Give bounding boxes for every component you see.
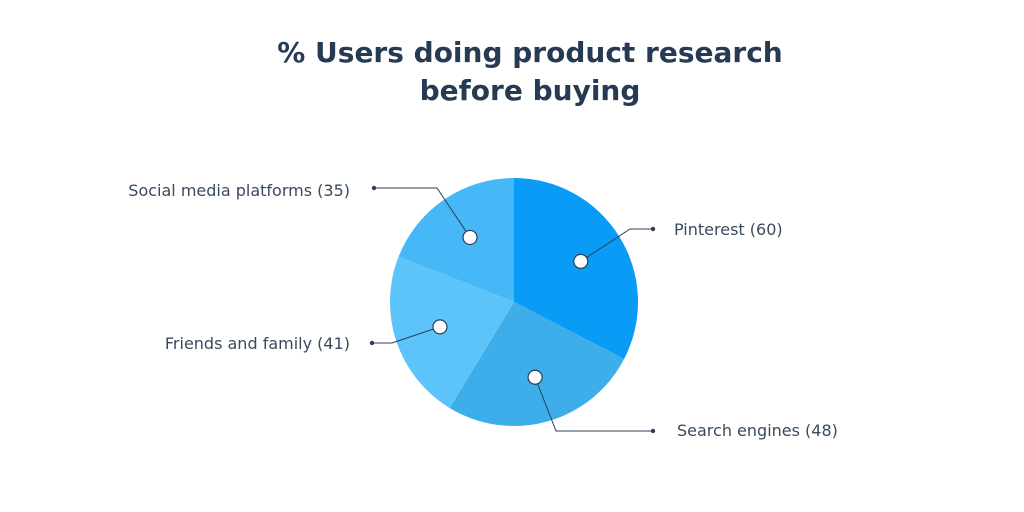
leader-dot-pinterest: [650, 226, 656, 232]
slice-label-friends-and-family: Friends and family (41): [165, 334, 350, 353]
leader-line-search-engines: [534, 377, 653, 432]
slice-marker-friends-and-family: [432, 319, 448, 335]
slice-label-search-engines: Search engines (48): [677, 421, 838, 440]
chart-title: % Users doing product research before bu…: [277, 36, 783, 107]
leader-line-friends-and-family: [372, 326, 441, 344]
slice-marker-pinterest: [573, 253, 589, 270]
chart-title-line-1: % Users doing product research: [277, 36, 783, 69]
leader-dot-search-engines: [650, 428, 656, 434]
slice-marker-social-media-platforms: [462, 229, 478, 246]
pie-slice-friends-and-family: [389, 256, 514, 408]
slice-label-social-media-platforms: Social media platforms (35): [128, 181, 350, 200]
leader-dot-social-media-platforms: [371, 185, 377, 191]
slice-label-pinterest: Pinterest (60): [674, 220, 783, 239]
slice-marker-search-engines: [527, 369, 543, 385]
leader-dot-friends-and-family: [369, 340, 375, 346]
pie-slice-pinterest: [514, 178, 638, 360]
leader-line-social-media-platforms: [374, 187, 471, 238]
pie-slice-search-engines: [449, 302, 625, 426]
leader-lines: [369, 185, 656, 434]
chart-title-line-2: before buying: [420, 74, 641, 107]
slice-labels: Pinterest (60) Search engines (48) Frien…: [128, 181, 838, 440]
slice-markers: [432, 229, 589, 385]
leader-line-pinterest: [580, 228, 653, 262]
pie-slices: [389, 178, 638, 426]
pie-slice-social-media-platforms: [398, 178, 514, 302]
